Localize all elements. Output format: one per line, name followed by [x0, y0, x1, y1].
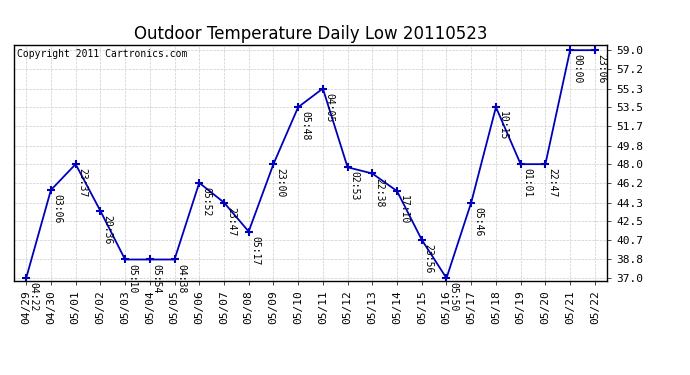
Text: 10:15: 10:15 [498, 111, 508, 141]
Text: 00:00: 00:00 [572, 54, 582, 84]
Text: 05:52: 05:52 [201, 187, 211, 216]
Text: 23:06: 23:06 [597, 54, 607, 84]
Text: 22:47: 22:47 [547, 168, 558, 198]
Text: 03:06: 03:06 [53, 194, 63, 224]
Text: 20:36: 20:36 [102, 215, 112, 244]
Text: 23:00: 23:00 [275, 168, 286, 198]
Title: Outdoor Temperature Daily Low 20110523: Outdoor Temperature Daily Low 20110523 [134, 26, 487, 44]
Text: 05:46: 05:46 [473, 207, 483, 236]
Text: 05:17: 05:17 [250, 236, 261, 265]
Text: 02:53: 02:53 [350, 171, 359, 201]
Text: 22:38: 22:38 [374, 178, 384, 207]
Text: 05:10: 05:10 [127, 264, 137, 293]
Text: 01:01: 01:01 [522, 168, 533, 198]
Text: 23:37: 23:37 [77, 168, 88, 198]
Text: 04:22: 04:22 [28, 282, 38, 312]
Text: 04:38: 04:38 [177, 264, 186, 293]
Text: 05:50: 05:50 [448, 282, 458, 312]
Text: 23:47: 23:47 [226, 207, 236, 236]
Text: Copyright 2011 Cartronics.com: Copyright 2011 Cartronics.com [17, 48, 187, 58]
Text: 23:56: 23:56 [424, 244, 434, 273]
Text: 05:48: 05:48 [300, 111, 310, 141]
Text: 17:10: 17:10 [399, 195, 409, 225]
Text: 05:54: 05:54 [152, 264, 161, 293]
Text: 04:05: 04:05 [325, 93, 335, 122]
